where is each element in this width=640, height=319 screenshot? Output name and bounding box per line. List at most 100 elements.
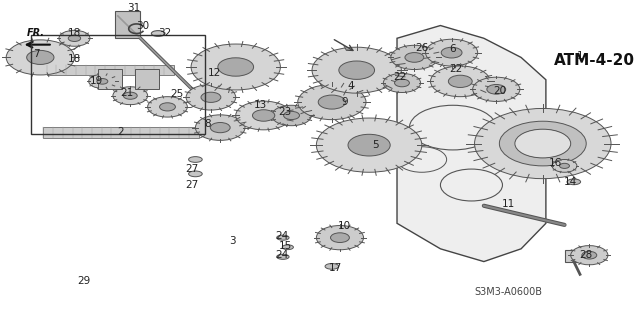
Text: FR.: FR.	[27, 28, 45, 39]
Ellipse shape	[152, 31, 165, 36]
Circle shape	[252, 110, 275, 121]
Text: 2: 2	[118, 127, 124, 137]
Text: 23: 23	[279, 107, 292, 117]
Circle shape	[405, 53, 424, 62]
Circle shape	[441, 47, 462, 58]
Circle shape	[272, 105, 312, 126]
Ellipse shape	[325, 263, 339, 269]
Circle shape	[318, 95, 346, 109]
Text: 27: 27	[186, 164, 199, 174]
Text: 17: 17	[328, 263, 342, 273]
Circle shape	[330, 233, 349, 242]
Circle shape	[148, 97, 188, 117]
Text: 19: 19	[90, 76, 103, 86]
Circle shape	[431, 66, 490, 97]
Circle shape	[559, 163, 570, 168]
Text: 11: 11	[502, 199, 515, 209]
Text: 5: 5	[372, 140, 379, 150]
Bar	[44, 127, 198, 138]
Text: 8: 8	[205, 119, 211, 130]
Polygon shape	[397, 26, 546, 262]
Text: 15: 15	[279, 241, 292, 251]
Circle shape	[284, 111, 300, 120]
Text: S3M3-A0600B: S3M3-A0600B	[475, 287, 543, 297]
Text: 24: 24	[276, 231, 289, 241]
Bar	[115, 11, 140, 38]
Circle shape	[391, 45, 438, 70]
Text: 13: 13	[254, 100, 267, 110]
Text: 30: 30	[136, 20, 149, 31]
Text: 21: 21	[120, 87, 134, 98]
Circle shape	[27, 50, 54, 64]
Ellipse shape	[567, 179, 580, 185]
Circle shape	[159, 103, 175, 111]
Text: 3: 3	[229, 236, 236, 246]
Bar	[98, 69, 122, 89]
Circle shape	[487, 85, 506, 94]
Bar	[135, 69, 159, 89]
Circle shape	[449, 75, 472, 87]
Circle shape	[186, 85, 236, 110]
Text: 12: 12	[207, 68, 221, 78]
Circle shape	[201, 92, 221, 102]
Text: 28: 28	[580, 250, 593, 260]
Ellipse shape	[189, 157, 202, 162]
Text: 6: 6	[449, 44, 456, 55]
Text: 14: 14	[564, 177, 577, 187]
Circle shape	[316, 226, 364, 250]
Circle shape	[426, 39, 477, 66]
Circle shape	[339, 61, 374, 79]
Circle shape	[582, 251, 596, 259]
Text: 7: 7	[33, 49, 39, 59]
Circle shape	[515, 130, 570, 158]
Text: 24: 24	[276, 250, 289, 260]
Circle shape	[383, 73, 420, 93]
Text: ATM-4-20: ATM-4-20	[554, 53, 635, 68]
Ellipse shape	[276, 235, 289, 240]
Circle shape	[6, 40, 74, 75]
Circle shape	[218, 58, 253, 76]
Circle shape	[394, 79, 410, 87]
Circle shape	[68, 35, 81, 41]
Text: 18: 18	[68, 54, 81, 64]
Circle shape	[515, 129, 571, 158]
Text: 25: 25	[170, 89, 184, 99]
Ellipse shape	[189, 171, 202, 177]
Circle shape	[97, 78, 108, 84]
Circle shape	[113, 87, 148, 105]
Text: 1: 1	[577, 51, 583, 61]
Circle shape	[124, 92, 137, 99]
Bar	[31, 35, 205, 134]
Circle shape	[191, 44, 280, 90]
Circle shape	[348, 134, 390, 156]
Text: 22: 22	[394, 71, 407, 82]
Ellipse shape	[282, 245, 293, 249]
Circle shape	[525, 135, 560, 152]
Circle shape	[312, 47, 401, 93]
Text: 4: 4	[347, 81, 354, 91]
Circle shape	[473, 77, 520, 101]
Bar	[564, 250, 580, 262]
Text: 18: 18	[68, 28, 81, 39]
Ellipse shape	[276, 254, 289, 259]
Text: 20: 20	[493, 86, 506, 96]
Circle shape	[499, 121, 586, 166]
Text: 10: 10	[338, 221, 351, 232]
Text: 22: 22	[449, 63, 463, 74]
Bar	[47, 65, 173, 75]
Circle shape	[59, 30, 90, 46]
Text: 32: 32	[158, 28, 171, 39]
Circle shape	[211, 122, 230, 133]
Text: 27: 27	[186, 180, 199, 190]
Circle shape	[474, 108, 611, 179]
Text: 9: 9	[341, 97, 348, 107]
Text: 29: 29	[77, 276, 90, 286]
Circle shape	[195, 115, 245, 140]
Circle shape	[552, 160, 577, 172]
Circle shape	[571, 246, 608, 265]
Circle shape	[236, 101, 292, 130]
Text: 31: 31	[127, 3, 140, 13]
Circle shape	[316, 118, 422, 172]
Circle shape	[298, 85, 366, 120]
Text: 26: 26	[415, 43, 428, 53]
